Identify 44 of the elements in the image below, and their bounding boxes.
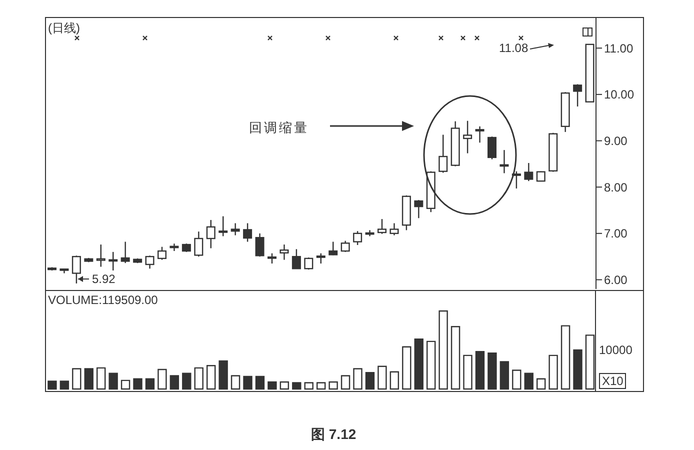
candlestick [108, 251, 118, 272]
candlestick [500, 149, 509, 174]
candlestick [243, 222, 252, 242]
candlestick [438, 134, 448, 174]
candlestick [390, 222, 399, 236]
candlestick [218, 216, 228, 237]
y-tick-label: 6.00 [604, 272, 628, 287]
candlestick [120, 241, 130, 264]
candlestick [194, 230, 204, 258]
y-tick-label: 8.00 [604, 180, 628, 194]
candlestick [230, 222, 240, 236]
candlestick [158, 246, 166, 260]
candlestick [280, 244, 289, 260]
candlestick [304, 256, 314, 270]
candlestick [145, 255, 154, 270]
text: X10 [599, 373, 626, 389]
candlestick [96, 244, 106, 268]
candlestick [340, 240, 350, 253]
annotation: 回调缩量 [249, 119, 309, 137]
y-tick-label: 7.00 [604, 226, 628, 241]
candlestick [414, 199, 424, 219]
candlestick [316, 252, 326, 264]
chart-title: VOLUME:119509.00 [48, 293, 158, 307]
candlestick [475, 126, 484, 144]
candlestick [463, 120, 472, 154]
y-tick-label: 9.00 [604, 134, 628, 148]
candlestick [292, 248, 301, 270]
annotation: 5.92 [92, 272, 116, 286]
candlestick [268, 252, 276, 264]
text: 10000 [599, 343, 632, 357]
candlestick [573, 84, 582, 108]
candlestick [255, 232, 264, 258]
y-tick-label: 10.00 [604, 88, 634, 102]
candlestick [488, 136, 496, 160]
annotation: 11.08 [499, 41, 528, 55]
candlestick [206, 219, 216, 249]
candlestick [328, 241, 338, 256]
candlestick [524, 162, 534, 182]
candlestick [353, 230, 362, 246]
chart-title: (日线) [48, 20, 80, 37]
y-tick-label: 11.00 [604, 41, 634, 56]
candlestick [512, 170, 521, 190]
candlestick [378, 218, 386, 234]
caption: 图 7.12 [311, 426, 356, 444]
